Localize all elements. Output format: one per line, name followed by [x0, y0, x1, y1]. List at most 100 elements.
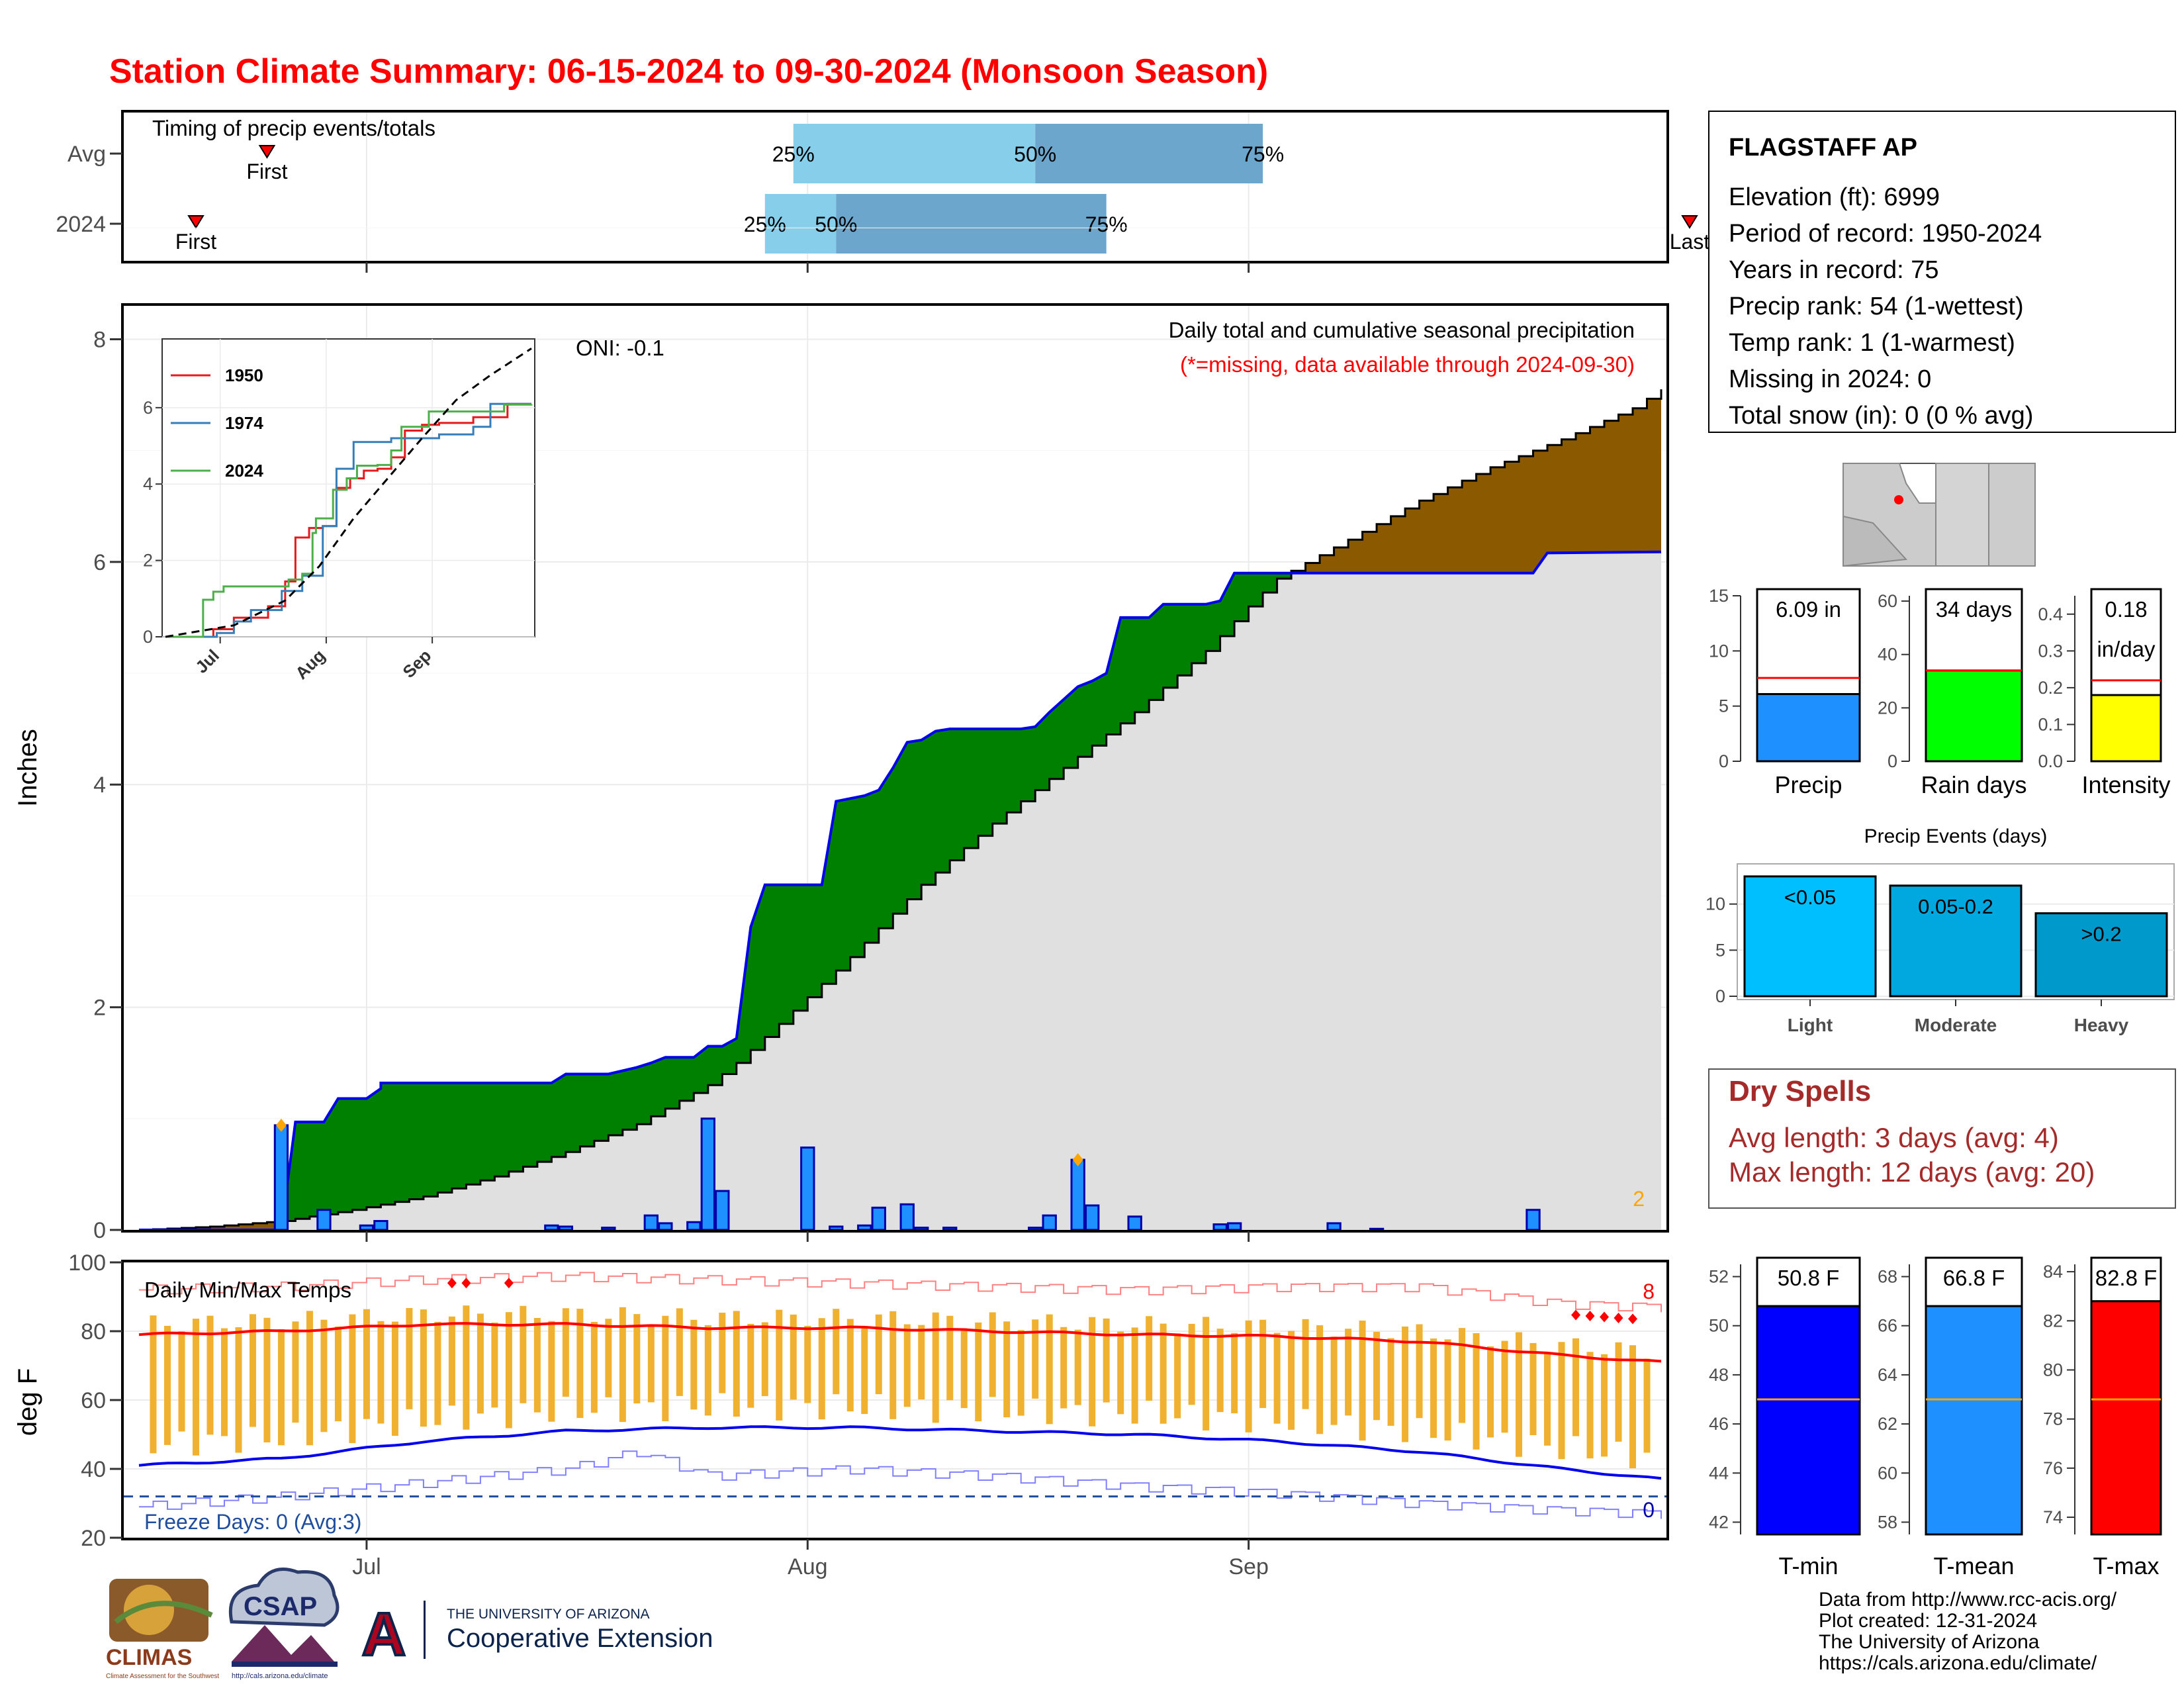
record-max-line [139, 1272, 1662, 1313]
events-bar [1743, 875, 1877, 998]
daily-temp-range-bar [1245, 1320, 1252, 1432]
inset-series-line [165, 348, 532, 638]
precip-ytick-label: 8 [93, 327, 106, 352]
daily-temp-range-bar [1316, 1325, 1324, 1434]
daily-temp-range-bar [1203, 1317, 1210, 1430]
daily-temp-range-bar [1387, 1338, 1394, 1426]
precip-panel: 0 2 4 6 8 Inches Daily total and cumulative … [13, 227, 1669, 1243]
summary-ytick-label: 58 [1878, 1512, 1897, 1532]
daily-temp-range-bar [349, 1314, 356, 1443]
summary-bar [2090, 694, 2162, 763]
daily-temp-range-bar [263, 1317, 271, 1442]
daily-temp-range-bar [192, 1319, 199, 1456]
timing-row-label: Avg [68, 142, 106, 167]
summary-ytick-label: 84 [2043, 1262, 2063, 1282]
timing-bar-50-75 [836, 194, 1107, 254]
daily-temp-range-bar [1330, 1336, 1338, 1425]
daily-temp-range-bar [1601, 1354, 1608, 1457]
daily-temp-range-bar [946, 1315, 954, 1401]
daily-temp-range-bar [1586, 1352, 1594, 1459]
station-info-line: Elevation (ft): 6999 [1729, 183, 1940, 211]
daily-temp-range-bar [576, 1309, 584, 1419]
record-temp-marker [1571, 1309, 1581, 1321]
station-info-line: Missing in 2024: 0 [1729, 365, 1931, 393]
temp-ytick-label: 40 [81, 1457, 106, 1482]
daily-temp-range-bar [690, 1319, 698, 1410]
summary-ytick-label: 66 [1878, 1316, 1897, 1336]
page-title: Station Climate Summary: 06-15-2024 to 0… [109, 52, 1268, 91]
station-info-line: Temp rank: 1 (1-warmest) [1729, 329, 2015, 357]
ua-name: THE UNIVERSITY OF ARIZONA [447, 1607, 650, 1622]
summary-ytick-label: 10 [1709, 641, 1729, 661]
summary-ytick-label: 74 [2043, 1507, 2063, 1527]
summary-bar [1756, 1305, 1861, 1536]
daily-temp-range-bar [320, 1319, 328, 1432]
daily-temp-range-bar [1572, 1338, 1580, 1436]
timing-row-label: 2024 [56, 212, 106, 237]
average-cumulative-line [139, 389, 1662, 1231]
timing-marker-label: First [175, 230, 216, 254]
summary-ytick-label: 20 [1878, 698, 1897, 718]
daily-precip-bar [899, 1203, 915, 1231]
summary-value-label: 34 days [1936, 597, 2013, 622]
daily-temp-range-bar [1146, 1316, 1153, 1401]
summary-bar-background [2090, 588, 2162, 696]
daily-temp-range-bar [1359, 1320, 1366, 1441]
precip-events-title: Precip Events (days) [1864, 825, 2048, 847]
climas-logo: CLIMAS Climate Assessment for the Southw… [106, 1579, 219, 1680]
timing-bar-50-75 [1035, 124, 1263, 183]
summary-ytick-label: 60 [1878, 591, 1897, 611]
daily-temp-range-bar [747, 1323, 754, 1408]
temp-ylabel: deg F [13, 1368, 42, 1436]
daily-temp-range-bar [733, 1311, 740, 1417]
summary-bar [1925, 669, 2023, 763]
daily-temp-range-bar [548, 1321, 555, 1422]
daily-temp-range-bar [391, 1321, 398, 1436]
daily-temp-range-bar [1089, 1317, 1096, 1427]
timing-marker-label: Last [1670, 230, 1710, 254]
precip-summary-bars: 0 5 10 15 6.09 in Precip 0 20 40 60 34 days Rain da… [1709, 586, 2171, 798]
daily-precip-bar [800, 1147, 815, 1231]
climas-logo-sub: Climate Assessment for the Southwest [106, 1673, 219, 1680]
temp-ytick-label: 20 [81, 1526, 106, 1551]
record-count: 8 [1643, 1280, 1655, 1303]
timing-marker [1681, 215, 1698, 229]
daily-temp-range-bar [1046, 1314, 1053, 1425]
daily-temp-range-bar [619, 1307, 626, 1423]
daily-temp-range-bar [932, 1312, 939, 1423]
daily-precip-bar [658, 1222, 673, 1231]
station-info-box: FLAGSTAFF AP Elevation (ft): 6999 Period … [1708, 111, 2176, 433]
avg-min-line [138, 1425, 1662, 1480]
summary-ytick-label: 48 [1709, 1365, 1729, 1385]
inset-legend-label: 1974 [225, 413, 263, 433]
daily-precip-bar [829, 1225, 844, 1231]
events-bar-label: 0.05-0.2 [1918, 895, 1993, 918]
temp-ytick-label: 60 [81, 1388, 106, 1413]
inset-ytick-label: 0 [143, 627, 153, 647]
events-bar-label: >0.2 [2081, 923, 2121, 946]
precip-events-chart: Precip Events (days) 0 5 10 <0.05 Light 0.05-… [1706, 825, 2175, 1035]
events-bar [1889, 884, 2023, 998]
summary-ytick-label: 62 [1878, 1414, 1897, 1434]
summary-unit-label: in/day [2097, 637, 2156, 661]
daily-temp-range-bar [434, 1321, 441, 1425]
daily-precip-bar [643, 1214, 659, 1231]
summary-ytick-label: 0.3 [2038, 641, 2063, 661]
dry-spells-box: Dry Spells Avg length: 3 days (avg: 4) M… [1708, 1068, 2176, 1209]
daily-temp-range-bar [1103, 1318, 1110, 1403]
daily-temp-range-bar [776, 1309, 783, 1421]
daily-precip-bar [316, 1209, 332, 1231]
inset-series-line [165, 402, 531, 638]
dry-spells-title: Dry Spells [1729, 1075, 1871, 1107]
record-precip-marker [1072, 1153, 1083, 1167]
daily-temp-range-bar [918, 1325, 925, 1400]
average-gray-fill [139, 551, 1661, 1230]
inset-legend-label: 1950 [225, 365, 263, 385]
daily-temp-range-bar [1615, 1342, 1622, 1442]
precip-annotation-title: Daily total and cumulative seasonal prec… [1169, 318, 1635, 342]
precip-ytick-label: 6 [93, 550, 106, 575]
footer-credits: Data from http://www.rcc-acis.org/Plot c… [1819, 1589, 2117, 1674]
daily-temp-range-bar [363, 1309, 370, 1419]
summary-ytick-label: 50 [1709, 1316, 1729, 1336]
